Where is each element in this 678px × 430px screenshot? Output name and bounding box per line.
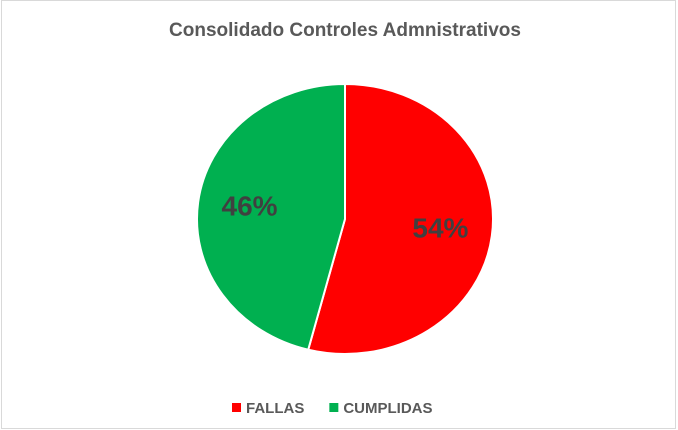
legend-swatch [232,403,241,412]
legend-label: CUMPLIDAS [343,400,432,417]
data-label: 46% [222,190,278,221]
legend-swatch [329,403,339,412]
legend-label: FALLAS [246,400,304,417]
data-label: 54% [412,212,468,243]
chart-title: Consolidado Controles Admnistrativos [169,20,521,41]
pie-slice [306,82,494,355]
pie-slice [196,82,346,351]
